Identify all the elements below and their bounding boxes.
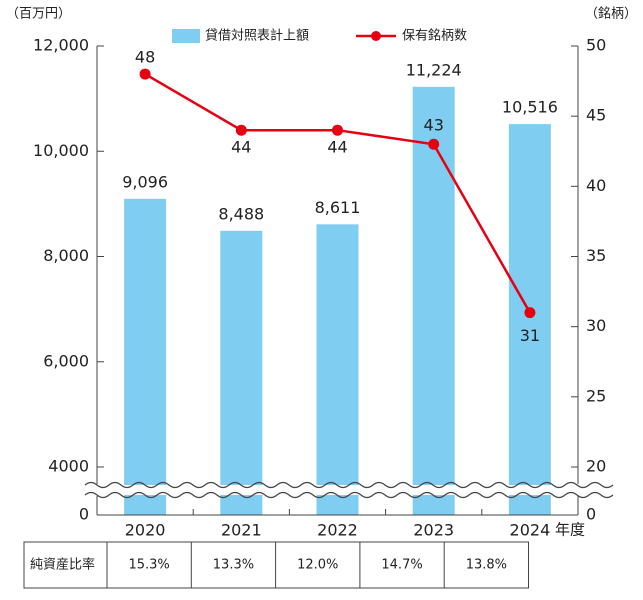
y-tick-label: 12,000 xyxy=(33,36,89,55)
legend-label: 保有銘柄数 xyxy=(402,29,467,44)
table-cell: 14.7% xyxy=(381,558,422,573)
bar-value-label: 11,224 xyxy=(406,60,462,79)
bar-value-label: 8,488 xyxy=(218,204,264,223)
legend-swatch xyxy=(371,31,381,41)
line-point xyxy=(139,68,151,80)
line-value-label: 44 xyxy=(327,138,347,157)
x-tick-label: 2023 xyxy=(413,521,454,540)
x-axis-label: 年度 xyxy=(555,521,585,539)
y2-tick-label: 40 xyxy=(586,176,606,195)
axis-break-line xyxy=(84,481,614,489)
line-point xyxy=(332,124,343,136)
bar xyxy=(316,224,359,515)
axis-break-line xyxy=(84,491,614,499)
y2-tick-label: 30 xyxy=(586,316,606,335)
y-tick-label: 10,000 xyxy=(33,141,89,160)
bar xyxy=(412,86,455,515)
y-tick-label: 4000 xyxy=(48,457,89,476)
line-point xyxy=(524,307,536,319)
bar xyxy=(220,230,263,515)
table-border xyxy=(23,541,529,589)
y2-tick-label: 45 xyxy=(586,106,606,125)
table-cell: 15.3% xyxy=(128,558,169,573)
bar xyxy=(124,198,167,515)
x-tick-label: 2020 xyxy=(125,521,166,540)
line-point xyxy=(235,124,247,136)
table-cell: 12.0% xyxy=(297,558,338,573)
line-value-label: 44 xyxy=(231,138,251,157)
line-value-label: 43 xyxy=(424,116,444,135)
bar-value-label: 9,096 xyxy=(122,172,168,191)
y-axis-label: （百万円） xyxy=(6,7,71,22)
y-tick-label: 8,000 xyxy=(43,246,89,265)
x-tick-label: 2022 xyxy=(317,521,358,540)
bar xyxy=(508,124,551,516)
x-tick-label: 2024 xyxy=(510,521,551,540)
line-value-label: 48 xyxy=(135,48,155,67)
bar-value-label: 8,611 xyxy=(315,198,361,217)
legend-label: 貸借対照表計上額 xyxy=(205,28,309,44)
x-tick-label: 2021 xyxy=(221,521,262,540)
line-value-label: 31 xyxy=(520,326,540,345)
y2-tick-label: 25 xyxy=(586,386,606,405)
y2-tick-label: 20 xyxy=(586,457,606,476)
axis-break-gap xyxy=(85,485,590,495)
table-cell: 13.3% xyxy=(213,558,254,573)
bar-value-label: 10,516 xyxy=(502,98,558,117)
y-tick-label: 0 xyxy=(79,505,89,524)
y2-axis-label: （銘柄） xyxy=(585,7,637,22)
table-cell: 13.8% xyxy=(466,558,507,573)
legend-swatch xyxy=(172,29,200,43)
y2-tick-label: 0 xyxy=(586,505,596,524)
y-tick-label: 6,000 xyxy=(43,351,89,370)
table-header: 純資産比率 xyxy=(30,557,95,573)
y2-tick-label: 50 xyxy=(586,36,606,55)
y2-tick-label: 35 xyxy=(586,246,606,265)
line-point xyxy=(428,138,440,150)
